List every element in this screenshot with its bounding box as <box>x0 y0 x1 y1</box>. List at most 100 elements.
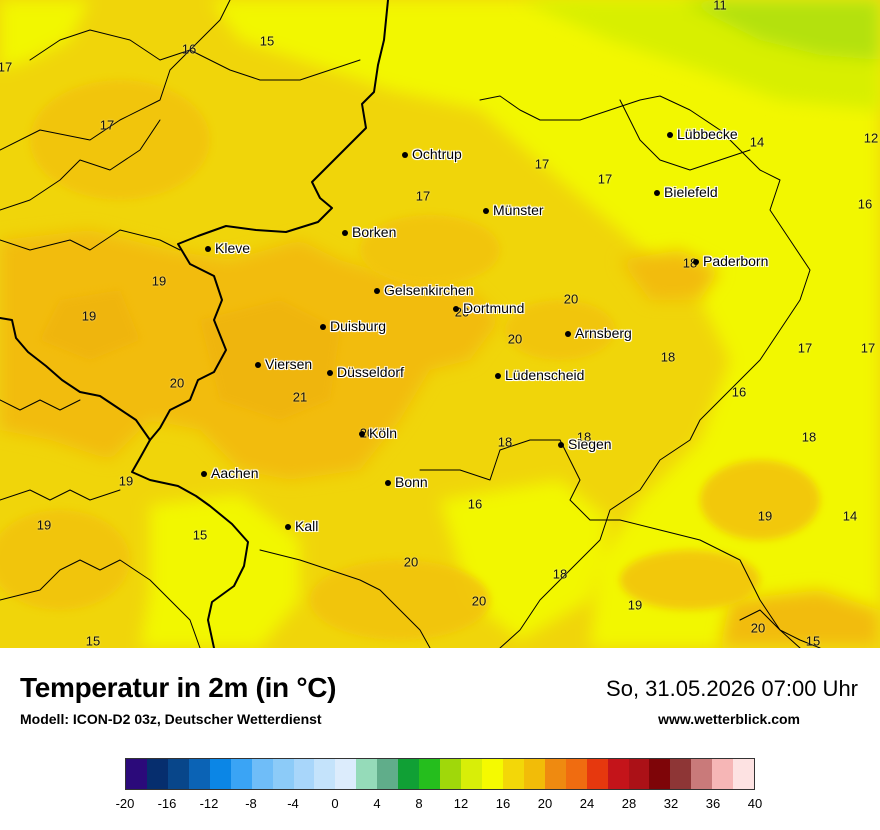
city-dot-icon <box>255 362 261 368</box>
color-scale-segment <box>628 759 650 789</box>
color-scale-segment <box>188 759 210 789</box>
color-scale-segment <box>146 759 168 789</box>
temperature-value: 16 <box>467 496 483 512</box>
temperature-value: 20 <box>563 291 579 307</box>
city-name: Lüdenscheid <box>505 367 585 383</box>
city-dot-icon <box>565 331 571 337</box>
city-name: Lübbecke <box>677 126 738 142</box>
color-scale-segment <box>670 759 692 789</box>
temperature-value: 18 <box>660 349 676 365</box>
color-scale-tick-label: 16 <box>495 796 511 811</box>
color-scale-segment <box>377 759 399 789</box>
city-name: Viersen <box>265 356 313 372</box>
color-scale-tick-label: -4 <box>287 796 299 811</box>
temperature-value: 14 <box>749 134 765 150</box>
temperature-value: 15 <box>259 33 275 49</box>
temperature-value: 17 <box>534 156 550 172</box>
city-name: Bielefeld <box>664 184 718 200</box>
color-scale-ticks: -20 -16 -12 -8 -4 0 4 8 12 16 20 24 28 32 36 40 <box>116 796 763 812</box>
color-scale-tick-label: 8 <box>415 796 423 811</box>
color-scale-segment <box>272 759 294 789</box>
color-scale-segment <box>607 759 629 789</box>
city-dot-icon <box>558 442 564 448</box>
city-name: Düsseldorf <box>337 364 404 380</box>
color-scale-segment <box>293 759 315 789</box>
city-dot-icon <box>453 306 459 312</box>
color-scale-segment <box>126 759 147 789</box>
temperature-value: 20 <box>169 375 185 391</box>
temperature-value: 17 <box>0 59 13 75</box>
city-name: Gelsenkirchen <box>384 282 474 298</box>
color-scale-tick-label: -20 <box>115 796 135 811</box>
city-name: Duisburg <box>330 318 387 334</box>
color-scale-segment <box>209 759 231 789</box>
temperature-value: 19 <box>81 308 97 324</box>
city-name: Köln <box>369 425 398 441</box>
city-dot-icon <box>667 132 673 138</box>
city-dot-icon <box>327 370 333 376</box>
model-info: Modell: ICON-D2 03z, Deutscher Wetterdie… <box>20 711 322 727</box>
city-name: Borken <box>352 224 397 240</box>
temperature-value: 21 <box>292 389 308 405</box>
forecast-datetime: So, 31.05.2026 07:00 Uhr <box>606 676 858 701</box>
city-name: Paderborn <box>703 253 769 269</box>
temperature-value: 19 <box>757 508 773 524</box>
color-scale-segment <box>481 759 503 789</box>
color-scale-segment <box>398 759 420 789</box>
color-scale-segment <box>440 759 461 789</box>
temperature-value: 18 <box>576 429 592 445</box>
city-name: Kleve <box>215 240 251 256</box>
temperature-value: 18 <box>552 566 568 582</box>
color-scale-tick-label: 36 <box>705 796 721 811</box>
city-dot-icon <box>385 480 391 486</box>
map-title: Temperatur in 2m (in °C) <box>20 672 337 703</box>
city-dot-icon <box>495 373 501 379</box>
city-dot-icon <box>693 259 699 265</box>
temperature-value: 20 <box>750 620 766 636</box>
temperature-value: 17 <box>860 340 876 356</box>
city-name: Siegen <box>568 436 612 452</box>
color-scale-segment <box>419 759 441 789</box>
color-scale-segment <box>733 759 755 789</box>
color-scale-segment <box>335 759 357 789</box>
temperature-value: 18 <box>801 429 817 445</box>
color-scale-segment <box>586 759 608 789</box>
color-scale-segment <box>167 759 189 789</box>
temperature-value: 17 <box>597 171 613 187</box>
color-scale-segment <box>565 759 587 789</box>
city-name: Kall <box>295 518 319 534</box>
color-scale-segment <box>502 759 524 789</box>
city-dot-icon <box>483 208 489 214</box>
temperature-value: 11 <box>713 0 727 13</box>
color-scale-segment <box>523 759 545 789</box>
city-name: Aachen <box>211 465 259 481</box>
city-name: Arnsberg <box>575 325 632 341</box>
temperature-value: 15 <box>192 527 208 543</box>
city-name: Münster <box>493 202 544 218</box>
temperature-value: 15 <box>85 633 101 649</box>
temperature-value: 12 <box>863 130 879 146</box>
temperature-value: 20 <box>403 554 419 570</box>
city-dot-icon <box>285 524 291 530</box>
temperature-value: 17 <box>99 117 115 133</box>
temperature-value: 20 <box>507 331 523 347</box>
city-name: Bonn <box>395 474 428 490</box>
color-scale-tick-label: 0 <box>331 796 339 811</box>
temperature-value: 16 <box>731 384 747 400</box>
color-scale-tick-label: -12 <box>199 796 219 811</box>
temperature-value: 16 <box>181 41 197 57</box>
temperature-value: 20 <box>359 425 375 441</box>
temperature-value: 16 <box>857 196 873 212</box>
color-scale-segment <box>251 759 273 789</box>
color-scale-segment <box>230 759 252 789</box>
website-link[interactable]: www.wetterblick.com <box>658 711 800 727</box>
temperature-value: 19 <box>627 597 643 613</box>
city-dot-icon <box>654 190 660 196</box>
city-name: Ochtrup <box>412 146 462 162</box>
temperature-value: 20 <box>471 593 487 609</box>
temperature-value: 15 <box>805 633 821 649</box>
color-scale-tick-label: -16 <box>157 796 177 811</box>
temperature-value: 14 <box>842 508 858 524</box>
color-scale-segment <box>712 759 734 789</box>
map-background <box>0 0 880 648</box>
